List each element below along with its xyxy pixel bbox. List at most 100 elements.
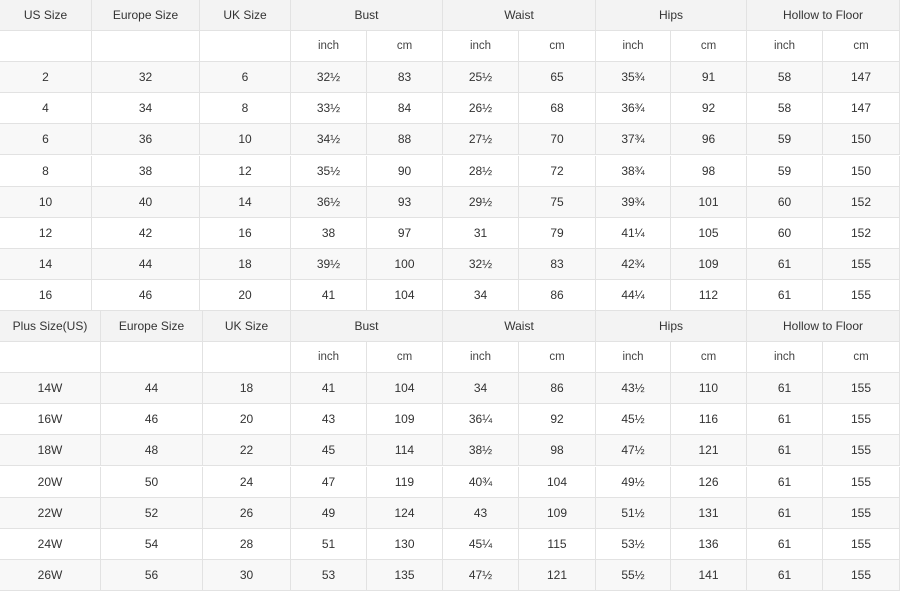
table-cell: 75 (519, 186, 596, 218)
table-cell: 130 (367, 528, 443, 560)
table-cell: 141 (671, 559, 747, 591)
table-cell: 20 (200, 279, 291, 311)
table-cell: 61 (747, 528, 823, 560)
header-cell: UK Size (200, 0, 291, 32)
unit-label: cm (519, 342, 596, 374)
table-cell: 27½ (443, 124, 519, 156)
table-cell: 101 (671, 186, 747, 218)
table-cell: 155 (823, 404, 900, 436)
table-cell: 32 (92, 62, 200, 94)
unit-label: inch (747, 342, 823, 374)
table-cell: 24W (0, 528, 101, 560)
table-cell: 91 (671, 62, 747, 94)
table-cell: 97 (367, 217, 443, 249)
table-cell: 40 (92, 186, 200, 218)
table-cell: 152 (823, 186, 900, 218)
table-cell: 61 (747, 497, 823, 529)
header-cell: US Size (0, 0, 92, 32)
table-cell: 20W (0, 466, 101, 498)
header-cell: Hollow to Floor (747, 0, 900, 32)
table-cell: 43 (291, 404, 367, 436)
table-cell: 44 (92, 248, 200, 280)
table-cell: 60 (747, 186, 823, 218)
table-cell: 28 (203, 528, 291, 560)
table-cell: 72 (519, 155, 596, 187)
table-cell: 39¾ (596, 186, 671, 218)
table-cell: 54 (101, 528, 203, 560)
table-cell: 31 (443, 217, 519, 249)
table-cell: 88 (367, 124, 443, 156)
table-cell: 135 (367, 559, 443, 591)
table-cell: 36½ (291, 186, 367, 218)
table-cell: 109 (367, 404, 443, 436)
table-cell: 43½ (596, 373, 671, 405)
table-cell: 22W (0, 497, 101, 529)
table-cell: 47 (291, 466, 367, 498)
subheader-cell (203, 342, 291, 374)
table-cell: 61 (747, 248, 823, 280)
table-cell: 56 (101, 559, 203, 591)
table-cell: 83 (367, 62, 443, 94)
table-cell: 12 (200, 155, 291, 187)
header-cell: Bust (291, 311, 443, 343)
table-cell: 115 (519, 528, 596, 560)
header-cell: Bust (291, 0, 443, 32)
table-cell: 61 (747, 435, 823, 467)
table-cell: 126 (671, 466, 747, 498)
header-cell: Europe Size (92, 0, 200, 32)
header-cell: UK Size (203, 311, 291, 343)
header-cell: Hips (596, 311, 747, 343)
table-cell: 14 (200, 186, 291, 218)
table-cell: 86 (519, 279, 596, 311)
table-cell: 38½ (443, 435, 519, 467)
table-cell: 155 (823, 373, 900, 405)
table-cell: 61 (747, 559, 823, 591)
table-cell: 18 (200, 248, 291, 280)
table-cell: 4 (0, 93, 92, 125)
table-cell: 16 (0, 279, 92, 311)
table-cell: 131 (671, 497, 747, 529)
table-cell: 150 (823, 124, 900, 156)
table-cell: 34 (443, 373, 519, 405)
table-cell: 8 (200, 93, 291, 125)
table-cell: 155 (823, 466, 900, 498)
table-cell: 150 (823, 155, 900, 187)
table-cell: 84 (367, 93, 443, 125)
table-cell: 96 (671, 124, 747, 156)
table-cell: 52 (101, 497, 203, 529)
table-cell: 49½ (596, 466, 671, 498)
table-cell: 45 (291, 435, 367, 467)
table-cell: 65 (519, 62, 596, 94)
table-cell: 28½ (443, 155, 519, 187)
table-cell: 45½ (596, 404, 671, 436)
table-cell: 16W (0, 404, 101, 436)
unit-label: inch (291, 342, 367, 374)
table-cell: 53 (291, 559, 367, 591)
table-cell: 35½ (291, 155, 367, 187)
table-cell: 48 (101, 435, 203, 467)
subheader-cell (101, 342, 203, 374)
table-cell: 70 (519, 124, 596, 156)
table-cell: 59 (747, 124, 823, 156)
unit-label: cm (671, 342, 747, 374)
table-cell: 6 (0, 124, 92, 156)
table-cell: 41 (291, 373, 367, 405)
unit-label: cm (367, 342, 443, 374)
table-cell: 46 (101, 404, 203, 436)
table-cell: 155 (823, 497, 900, 529)
table-cell: 155 (823, 248, 900, 280)
table-cell: 152 (823, 217, 900, 249)
table-cell: 116 (671, 404, 747, 436)
table-cell: 42¾ (596, 248, 671, 280)
table-cell: 104 (367, 279, 443, 311)
table-cell: 86 (519, 373, 596, 405)
table-cell: 92 (519, 404, 596, 436)
table-cell: 155 (823, 435, 900, 467)
table-cell: 14 (0, 248, 92, 280)
table-cell: 41 (291, 279, 367, 311)
unit-label: cm (519, 31, 596, 63)
table-cell: 114 (367, 435, 443, 467)
table-cell: 36¾ (596, 93, 671, 125)
table-cell: 26 (203, 497, 291, 529)
